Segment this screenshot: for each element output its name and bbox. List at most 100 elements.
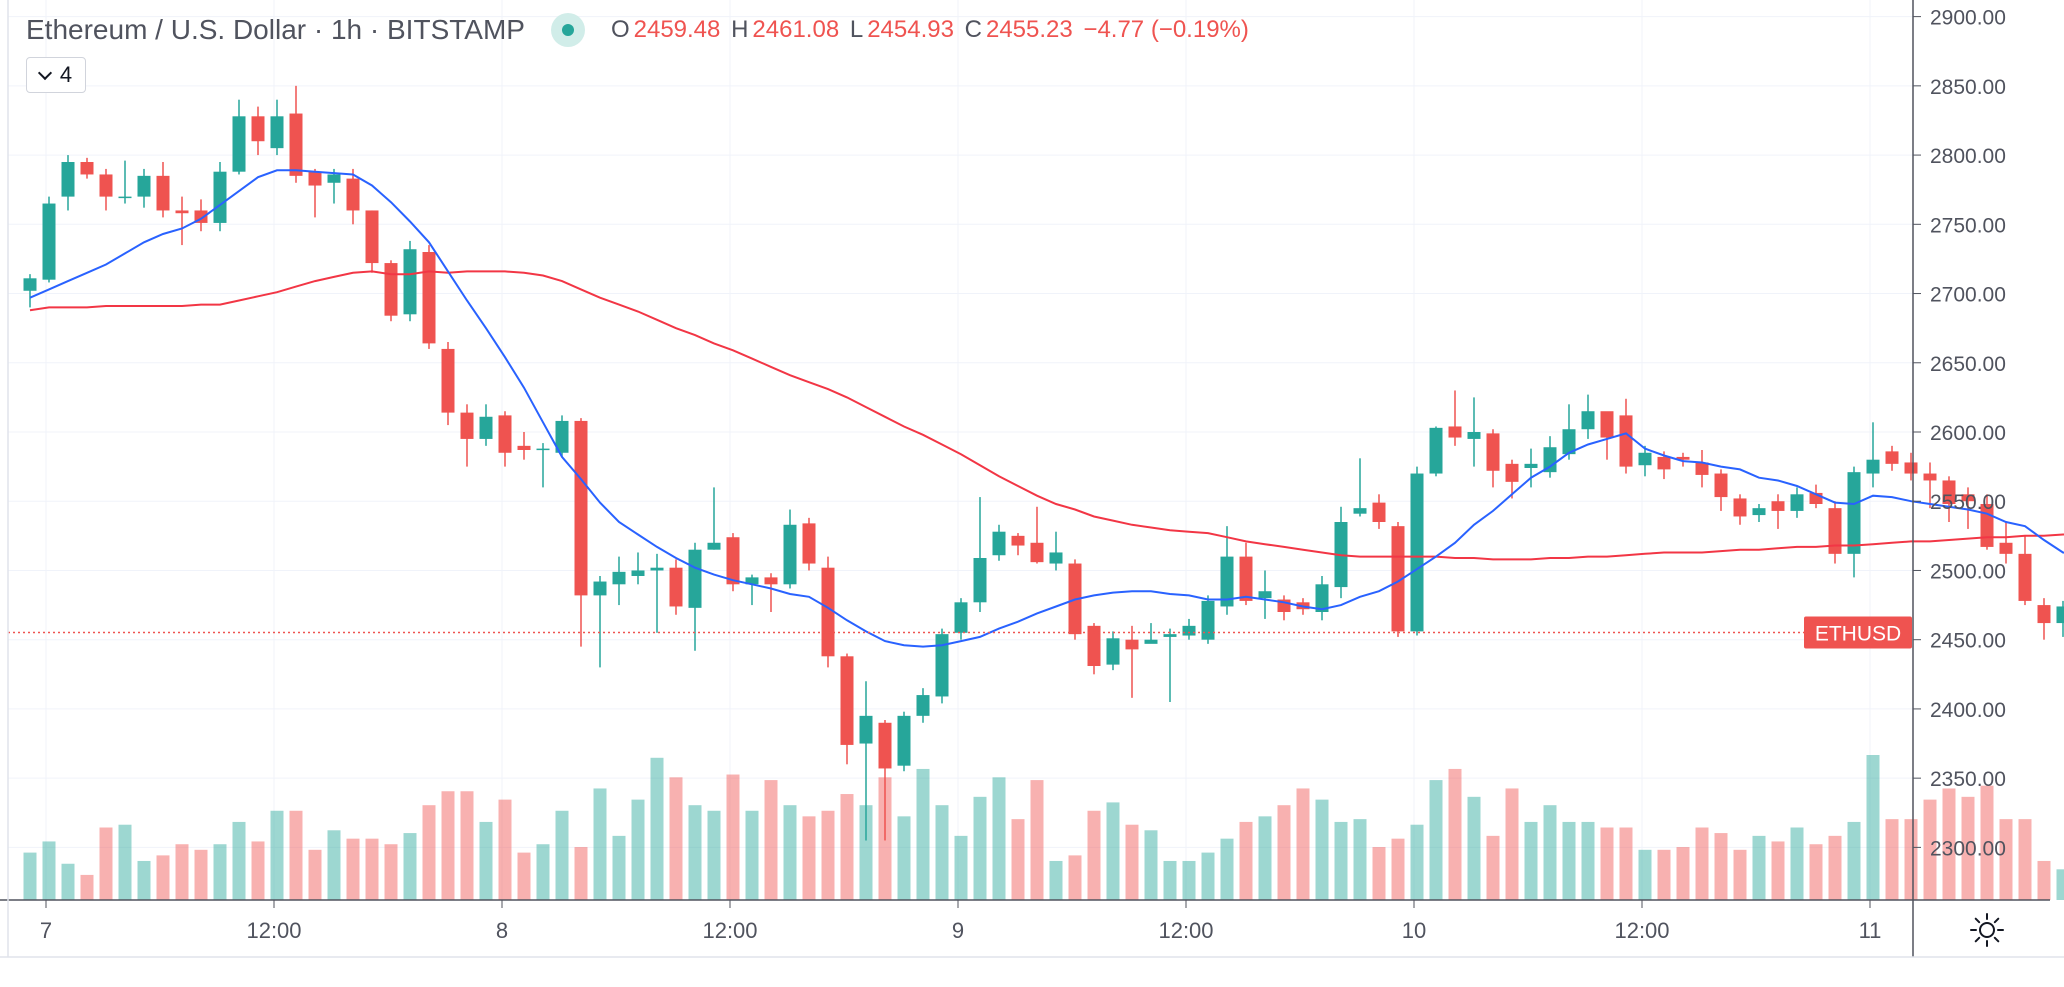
candle-body: [2038, 605, 2051, 623]
volume-bar: [2038, 861, 2051, 900]
volume-bar: [1411, 825, 1424, 900]
x-tick-label: 12:00: [1614, 918, 1669, 943]
candle-body: [404, 249, 417, 314]
volume-bar: [1544, 805, 1557, 900]
candle-body: [1449, 426, 1462, 437]
candle-body: [442, 349, 455, 413]
indicators-toggle-button[interactable]: 4: [26, 57, 86, 93]
candle-body: [1753, 508, 1766, 515]
volume-bar: [1810, 844, 1823, 900]
volume-bar: [423, 805, 436, 900]
candle-body: [1791, 494, 1804, 511]
candle-body: [613, 572, 626, 584]
candle-body: [860, 716, 873, 744]
candle-body: [1031, 543, 1044, 562]
candle-body: [689, 550, 702, 608]
volume-bar: [974, 797, 987, 900]
candle-body: [1411, 474, 1424, 632]
volume-bar: [1772, 841, 1785, 900]
high-label: H: [731, 16, 748, 43]
volume-bar: [1506, 788, 1519, 900]
x-tick-label: 10: [1402, 918, 1426, 943]
chevron-down-icon: [38, 65, 52, 79]
volume-bar: [1240, 822, 1253, 900]
volume-bar: [1088, 811, 1101, 900]
volume-bar: [670, 777, 683, 900]
y-tick-label: 2900.00: [1930, 7, 2006, 30]
candle-body: [271, 116, 284, 148]
symbol-title[interactable]: Ethereum / U.S. Dollar · 1h · BITSTAMP: [26, 14, 525, 46]
y-tick-label: 2800.00: [1930, 145, 2006, 168]
volume-bar: [176, 844, 189, 900]
y-tick-label: 2500.00: [1930, 560, 2006, 583]
candle-body: [1924, 474, 1937, 481]
candle-body: [1715, 474, 1728, 498]
volume-bar: [1449, 769, 1462, 900]
volume-bar: [214, 844, 227, 900]
volume-bar: [1012, 819, 1025, 900]
y-tick-label: 2450.00: [1930, 630, 2006, 653]
candle-body: [62, 162, 75, 197]
candle-body: [1107, 638, 1120, 664]
candle-body: [651, 568, 664, 571]
volume-bar: [290, 811, 303, 900]
volume-bar: [1582, 822, 1595, 900]
candle-body: [670, 568, 683, 607]
volume-bar: [1221, 839, 1234, 900]
y-tick-label: 2350.00: [1930, 768, 2006, 791]
chart-header: Ethereum / U.S. Dollar · 1h · BITSTAMP O…: [26, 10, 1253, 50]
volume-bar: [594, 788, 607, 900]
volume-bar: [1392, 839, 1405, 900]
candle-body: [461, 413, 474, 439]
low-value: 2454.93: [867, 16, 954, 43]
volume-bar: [1316, 800, 1329, 900]
candle-body: [1202, 601, 1215, 640]
volume-bar: [1677, 847, 1690, 900]
volume-bar: [480, 822, 493, 900]
candle-body: [1430, 428, 1443, 474]
volume-bar: [537, 844, 550, 900]
candle-body: [1639, 453, 1652, 465]
candle-body: [1582, 411, 1595, 429]
volume-bar: [727, 775, 740, 900]
candle-body: [24, 278, 37, 290]
candle-body: [1145, 640, 1158, 644]
y-tick-label: 2400.00: [1930, 699, 2006, 722]
volume-bars: [24, 755, 2064, 900]
candle-body: [1506, 464, 1519, 482]
volume-bar: [1107, 802, 1120, 900]
candle-body: [385, 263, 398, 316]
x-tick-label: 12:00: [1158, 918, 1213, 943]
volume-bar: [366, 839, 379, 900]
candle-body: [955, 602, 968, 632]
candle-body: [1525, 464, 1538, 468]
candle-body: [347, 179, 360, 211]
volume-bar: [1791, 828, 1804, 901]
candle-body: [632, 570, 645, 576]
candle-body: [1620, 415, 1633, 466]
volume-bar: [347, 839, 360, 900]
volume-bar: [1335, 822, 1348, 900]
volume-bar: [613, 836, 626, 900]
volume-bar: [138, 861, 151, 900]
market-status-icon: [551, 13, 585, 47]
candle-body: [537, 449, 550, 451]
volume-bar: [1069, 855, 1082, 900]
candle-body: [2057, 606, 2064, 623]
y-tick-label: 2700.00: [1930, 284, 2006, 307]
volume-bar: [1563, 822, 1576, 900]
volume-bar: [1886, 819, 1899, 900]
y-tick-label: 2600.00: [1930, 422, 2006, 445]
x-tick-label: 9: [952, 918, 964, 943]
volume-bar: [1601, 828, 1614, 901]
candle-body: [708, 543, 721, 550]
open-label: O: [611, 16, 630, 43]
candle-body: [917, 695, 930, 716]
volume-bar: [195, 850, 208, 900]
chart-settings-icon[interactable]: [1968, 911, 2006, 949]
volume-bar: [784, 805, 797, 900]
candle-body: [252, 116, 265, 141]
volume-bar: [556, 811, 569, 900]
